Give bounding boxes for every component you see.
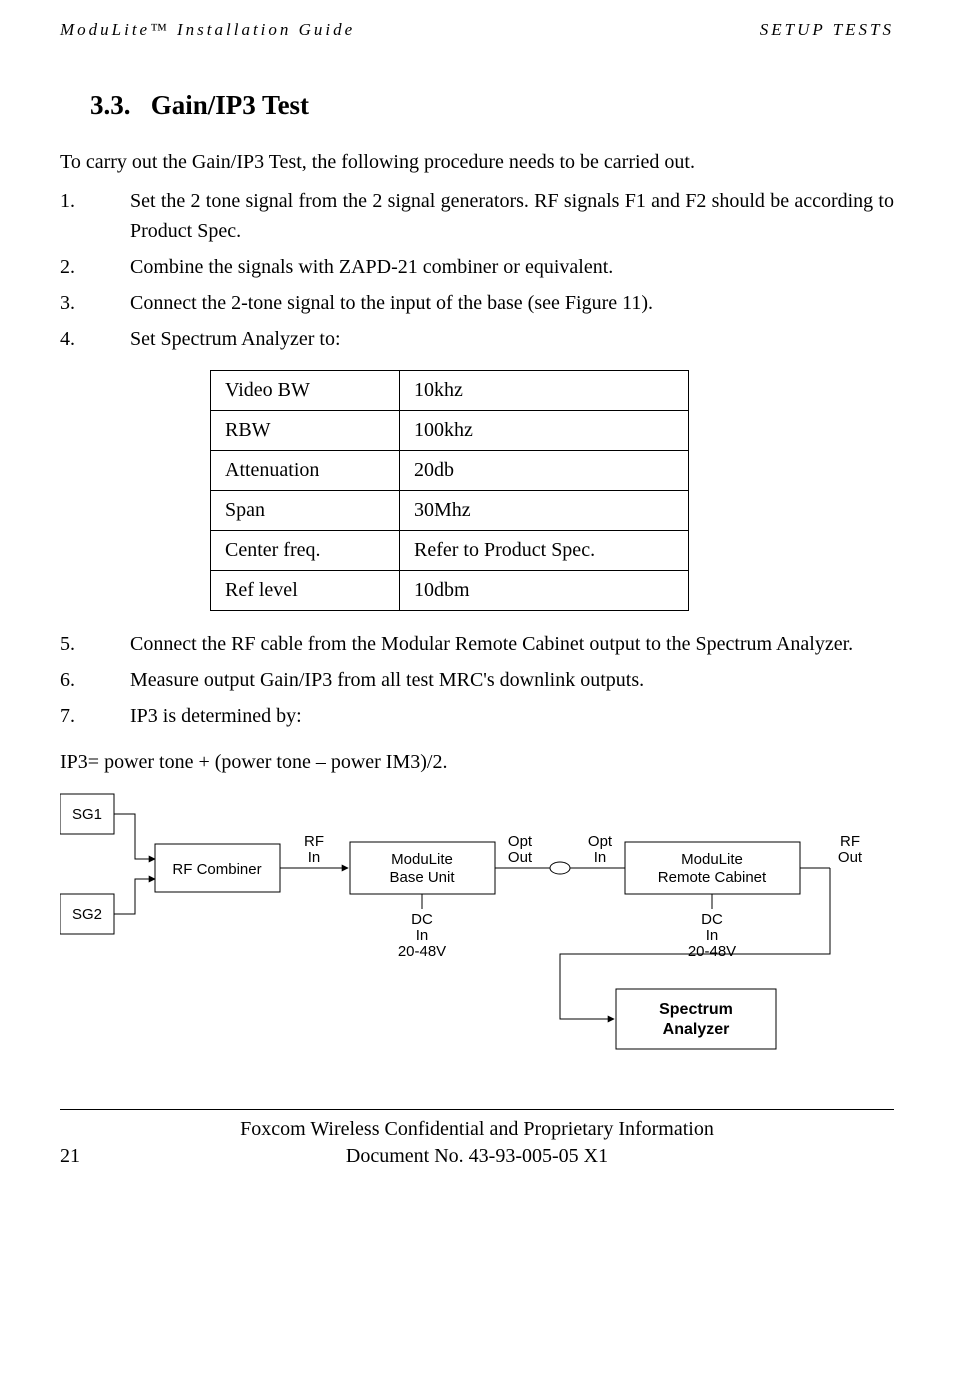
remote-cabinet-box [625, 842, 800, 894]
base-unit-label-1: ModuLite [391, 851, 453, 868]
block-diagram: SG1 SG2 RF Combiner RF In ModuLite Base … [60, 784, 894, 1069]
step-number: 2. [60, 252, 130, 282]
table-row: Ref level10dbm [211, 571, 689, 611]
table-row: Video BW10khz [211, 371, 689, 411]
step-text: Combine the signals with ZAPD-21 combine… [130, 252, 894, 282]
step-number: 6. [60, 665, 130, 695]
list-item: 7.IP3 is determined by: [60, 701, 894, 731]
block-diagram-svg: SG1 SG2 RF Combiner RF In ModuLite Base … [60, 784, 894, 1064]
page: ModuLite™ Installation Guide SETUP TESTS… [0, 0, 954, 1190]
section-heading: 3.3. Gain/IP3 Test [90, 90, 894, 121]
spec-key: Attenuation [211, 451, 400, 491]
dc-in-base-1: DC [411, 911, 433, 928]
list-item: 6.Measure output Gain/IP3 from all test … [60, 665, 894, 695]
dc-in-remote-3: 20-48V [688, 943, 736, 960]
document-number: Document No. 43-93-005-05 X1 [120, 1143, 894, 1170]
step-number: 4. [60, 324, 130, 354]
spec-value: 30Mhz [400, 491, 689, 531]
opt-out-2: Out [508, 849, 533, 866]
analyzer-label-2: Analyzer [663, 1021, 730, 1038]
list-item: 1.Set the 2 tone signal from the 2 signa… [60, 186, 894, 246]
opt-in-2: In [594, 849, 607, 866]
header-left: ModuLite™ Installation Guide [60, 20, 355, 40]
spec-key: Center freq. [211, 531, 400, 571]
spec-value: 100khz [400, 411, 689, 451]
optical-icon [550, 862, 570, 874]
edge-sg1-combiner [114, 814, 155, 859]
page-header: ModuLite™ Installation Guide SETUP TESTS [60, 20, 894, 40]
base-unit-label-2: Base Unit [389, 869, 455, 886]
step-text: Set the 2 tone signal from the 2 signal … [130, 186, 894, 246]
procedure-list-continued: 5.Connect the RF cable from the Modular … [60, 629, 894, 731]
page-number: 21 [60, 1143, 120, 1170]
step-number: 5. [60, 629, 130, 659]
opt-out-1: Opt [508, 833, 533, 850]
opt-in-1: Opt [588, 833, 613, 850]
analyzer-label-1: Spectrum [659, 1001, 733, 1018]
dc-in-remote-1: DC [701, 911, 723, 928]
step-text: Connect the RF cable from the Modular Re… [130, 629, 894, 659]
table-row: RBW100khz [211, 411, 689, 451]
spec-value: Refer to Product Spec. [400, 531, 689, 571]
footer-confidential: Foxcom Wireless Confidential and Proprie… [60, 1116, 894, 1143]
rf-combiner-label: RF Combiner [172, 861, 261, 878]
spec-key: Ref level [211, 571, 400, 611]
remote-label-2: Remote Cabinet [658, 869, 767, 886]
table-row: Attenuation20db [211, 451, 689, 491]
list-item: 4.Set Spectrum Analyzer to: [60, 324, 894, 354]
base-unit-box [350, 842, 495, 894]
step-number: 3. [60, 288, 130, 318]
spec-value: 20db [400, 451, 689, 491]
step-number: 1. [60, 186, 130, 246]
list-item: 2.Combine the signals with ZAPD-21 combi… [60, 252, 894, 282]
step-text: Set Spectrum Analyzer to: [130, 324, 894, 354]
table-row: Span30Mhz [211, 491, 689, 531]
section-number: 3.3. [90, 90, 131, 120]
dc-in-remote-2: In [706, 927, 719, 944]
procedure-list: 1.Set the 2 tone signal from the 2 signa… [60, 186, 894, 354]
section-title: Gain/IP3 Test [151, 90, 309, 120]
dc-in-base-2: In [416, 927, 429, 944]
rf-in-label-1: RF [304, 833, 324, 850]
spec-value: 10dbm [400, 571, 689, 611]
list-item: 5.Connect the RF cable from the Modular … [60, 629, 894, 659]
rf-out-2: Out [838, 849, 863, 866]
intro-text: To carry out the Gain/IP3 Test, the foll… [60, 149, 894, 176]
step-text: IP3 is determined by: [130, 701, 894, 731]
spectrum-analyzer-spec-table: Video BW10khz RBW100khz Attenuation20db … [210, 370, 689, 611]
step-text: Connect the 2-tone signal to the input o… [130, 288, 894, 318]
step-text: Measure output Gain/IP3 from all test MR… [130, 665, 894, 695]
page-footer: Foxcom Wireless Confidential and Proprie… [60, 1116, 894, 1170]
spec-key: RBW [211, 411, 400, 451]
rf-out-1: RF [840, 833, 860, 850]
footer-divider [60, 1109, 894, 1110]
ip3-formula: IP3= power tone + (power tone – power IM… [60, 751, 894, 774]
table-row: Center freq.Refer to Product Spec. [211, 531, 689, 571]
step-number: 7. [60, 701, 130, 731]
spec-value: 10khz [400, 371, 689, 411]
rf-in-label-2: In [308, 849, 321, 866]
sg1-label: SG1 [72, 806, 102, 823]
dc-in-base-3: 20-48V [398, 943, 446, 960]
list-item: 3.Connect the 2-tone signal to the input… [60, 288, 894, 318]
spec-key: Span [211, 491, 400, 531]
sg2-label: SG2 [72, 906, 102, 923]
remote-label-1: ModuLite [681, 851, 743, 868]
spectrum-analyzer-box [616, 989, 776, 1049]
edge-sg2-combiner [114, 879, 155, 914]
header-right: SETUP TESTS [760, 20, 894, 40]
spec-key: Video BW [211, 371, 400, 411]
